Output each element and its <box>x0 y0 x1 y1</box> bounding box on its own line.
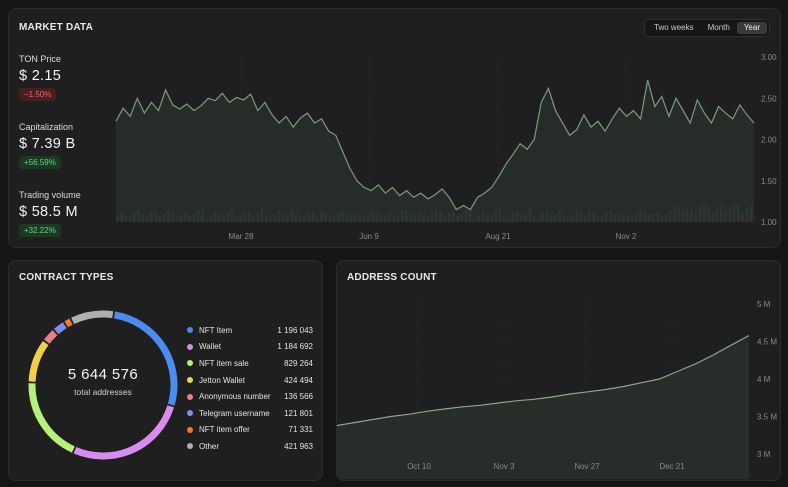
legend-dot <box>187 426 193 433</box>
metric-value: $ 58.5 M <box>19 204 78 220</box>
legend-value: 1 184 692 <box>277 342 313 352</box>
x-tick-label: Oct 10 <box>407 462 431 471</box>
range-year-button[interactable]: Year <box>736 22 767 34</box>
legend-value: 829 264 <box>284 358 313 368</box>
legend-item: Wallet 1 184 692 <box>187 339 313 356</box>
contract-types-title: CONTRACT TYPES <box>19 272 114 283</box>
donut-slice-telegram-username <box>53 322 67 335</box>
legend-value: 421 963 <box>284 441 313 451</box>
donut-slice-jetton-wallet <box>28 341 49 382</box>
y-tick-label: 2.50 <box>761 94 777 103</box>
metric-label: Capitalization <box>19 122 74 132</box>
legend-value: 136 566 <box>284 392 313 402</box>
time-range-selector: Two weeks Month Year <box>644 19 770 37</box>
legend-label: Jetton Wallet <box>199 375 245 385</box>
y-tick-label: 4.5 M <box>757 338 777 347</box>
market-data-title: MARKET DATA <box>19 22 94 33</box>
legend-label: NFT Item <box>199 325 233 335</box>
legend-item: Other 421 963 <box>187 438 313 455</box>
x-tick-label: Dec 21 <box>659 462 685 471</box>
legend-item: Telegram username 121 801 <box>187 405 313 422</box>
legend-label: Telegram username <box>199 408 270 418</box>
legend-label: NFT item offer <box>199 425 250 435</box>
change-badge: +32.22% <box>19 224 61 237</box>
range-two-weeks-button[interactable]: Two weeks <box>654 23 694 32</box>
legend-item: Anonymous number 136 566 <box>187 388 313 405</box>
range-month-button[interactable]: Month <box>707 23 730 32</box>
metric-label: TON Price <box>19 54 61 64</box>
legend-label: NFT item sale <box>199 358 249 368</box>
y-tick-label: 3.00 <box>761 53 777 62</box>
legend-item: NFT item offer 71 331 <box>187 422 313 439</box>
y-tick-label: 3.5 M <box>757 413 777 422</box>
legend-value: 424 494 <box>284 375 313 385</box>
x-tick-label: Nov 2 <box>616 232 637 241</box>
price-chart: 3.00 2.50 2.00 1.50 1.00 Mar 28 Jun 9 Aug 21 Nov… <box>115 53 777 241</box>
y-tick-label: 3 M <box>757 450 771 459</box>
x-tick-label: Mar 28 <box>229 232 254 241</box>
x-tick-label: Nov 27 <box>574 462 600 471</box>
address-line <box>337 334 750 427</box>
donut-slice-wallet <box>73 405 175 460</box>
legend-label: Anonymous number <box>199 392 271 402</box>
legend-label: Wallet <box>199 342 221 352</box>
address-count-title: ADDRESS COUNT <box>347 272 437 283</box>
donut-slice-nft-item-sale <box>28 383 75 453</box>
legend-dot <box>187 360 193 367</box>
metric-label: Trading volume <box>19 190 81 200</box>
legend-dot <box>187 443 193 450</box>
legend-value: 121 801 <box>284 408 313 418</box>
total-addresses-value: 5 644 576 <box>67 366 139 383</box>
legend-dot <box>187 377 193 384</box>
donut-slice-nft-item-offer <box>64 318 73 328</box>
legend-value: 71 331 <box>288 425 313 435</box>
change-badge: +56.59% <box>19 156 61 169</box>
price-line <box>115 79 755 211</box>
market-data-card: 3.00 2.50 2.00 1.50 1.00 Mar 28 Jun 9 Aug 21 Nov… <box>8 8 781 248</box>
y-tick-label: 1.00 <box>761 218 777 227</box>
x-tick-label: Jun 9 <box>359 232 379 241</box>
address-count-chart: 5 M 4.5 M 4 M 3.5 M 3 M Oct 10 Nov 3 Nov 27 Dec … <box>337 300 777 479</box>
legend-item: Jetton Wallet 424 494 <box>187 372 313 389</box>
legend-label: Other <box>199 441 220 451</box>
legend-item: NFT Item 1 196 043 <box>187 322 313 339</box>
legend-item: NFT item sale 829 264 <box>187 355 313 372</box>
contract-types-legend: NFT Item 1 196 043 Wallet 1 184 692 NFT item… <box>187 322 313 455</box>
metric-trading-volume: Trading volume $ 58.5 M +32.22% <box>19 190 81 238</box>
metric-value: $ 2.15 <box>19 68 62 84</box>
change-badge: −1.50% <box>19 88 57 101</box>
x-tick-label: Nov 3 <box>494 462 515 471</box>
address-area <box>337 335 749 479</box>
metric-capitalization: Capitalization $ 7.39 B +56.59% <box>19 122 75 170</box>
contract-types-donut-chart <box>28 310 178 460</box>
y-tick-label: 5 M <box>757 300 771 309</box>
total-addresses-label: total addresses <box>74 387 132 397</box>
metric-ton-price: TON Price $ 2.15 −1.50% <box>19 54 61 102</box>
legend-dot <box>187 393 193 400</box>
legend-value: 1 196 043 <box>277 325 313 335</box>
y-tick-label: 1.50 <box>761 177 777 186</box>
donut-slice-nft-item <box>113 311 178 406</box>
y-tick-label: 2.00 <box>761 136 777 145</box>
legend-dot <box>187 343 193 350</box>
contract-types-card: CONTRACT TYPES 5 644 576 total addresses… <box>8 260 323 481</box>
x-tick-label: Aug 21 <box>485 232 511 241</box>
y-tick-label: 4 M <box>757 375 771 384</box>
donut-slice-anonymous-number <box>43 330 58 344</box>
address-count-card: 5 M 4.5 M 4 M 3.5 M 3 M Oct 10 Nov 3 Nov 27 Dec … <box>336 260 781 481</box>
legend-dot <box>187 410 193 417</box>
price-area <box>116 80 754 222</box>
metric-value: $ 7.39 B <box>19 136 76 152</box>
donut-slice-other <box>71 310 114 325</box>
legend-dot <box>187 327 193 334</box>
